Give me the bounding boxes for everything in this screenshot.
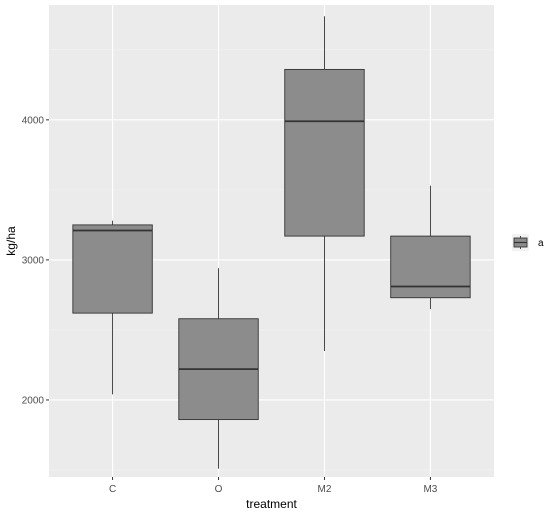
box-iqr: [284, 68, 365, 237]
box-series: [72, 16, 471, 469]
x-tick-label: C: [109, 484, 116, 495]
x-tick-label: O: [215, 484, 223, 495]
y-axis-title: kg/ha: [4, 226, 18, 256]
box-iqr: [390, 235, 471, 299]
x-axis: C O M2 M3: [109, 477, 438, 495]
legend: a: [512, 234, 544, 251]
y-tick-label: 2000: [22, 395, 45, 406]
legend-label: a: [538, 238, 544, 249]
x-tick-label: M3: [423, 484, 437, 495]
x-tick-label: M2: [318, 484, 332, 495]
box-M2: [284, 16, 365, 351]
y-tick-label: 3000: [22, 255, 45, 266]
x-axis-title: treatment: [246, 497, 297, 511]
y-axis: 2000 3000 4000: [22, 115, 49, 406]
box-C: [72, 220, 153, 395]
box-O: [178, 268, 259, 469]
y-tick-label: 4000: [22, 115, 45, 126]
box-iqr: [72, 224, 153, 314]
box-M3: [390, 185, 471, 309]
